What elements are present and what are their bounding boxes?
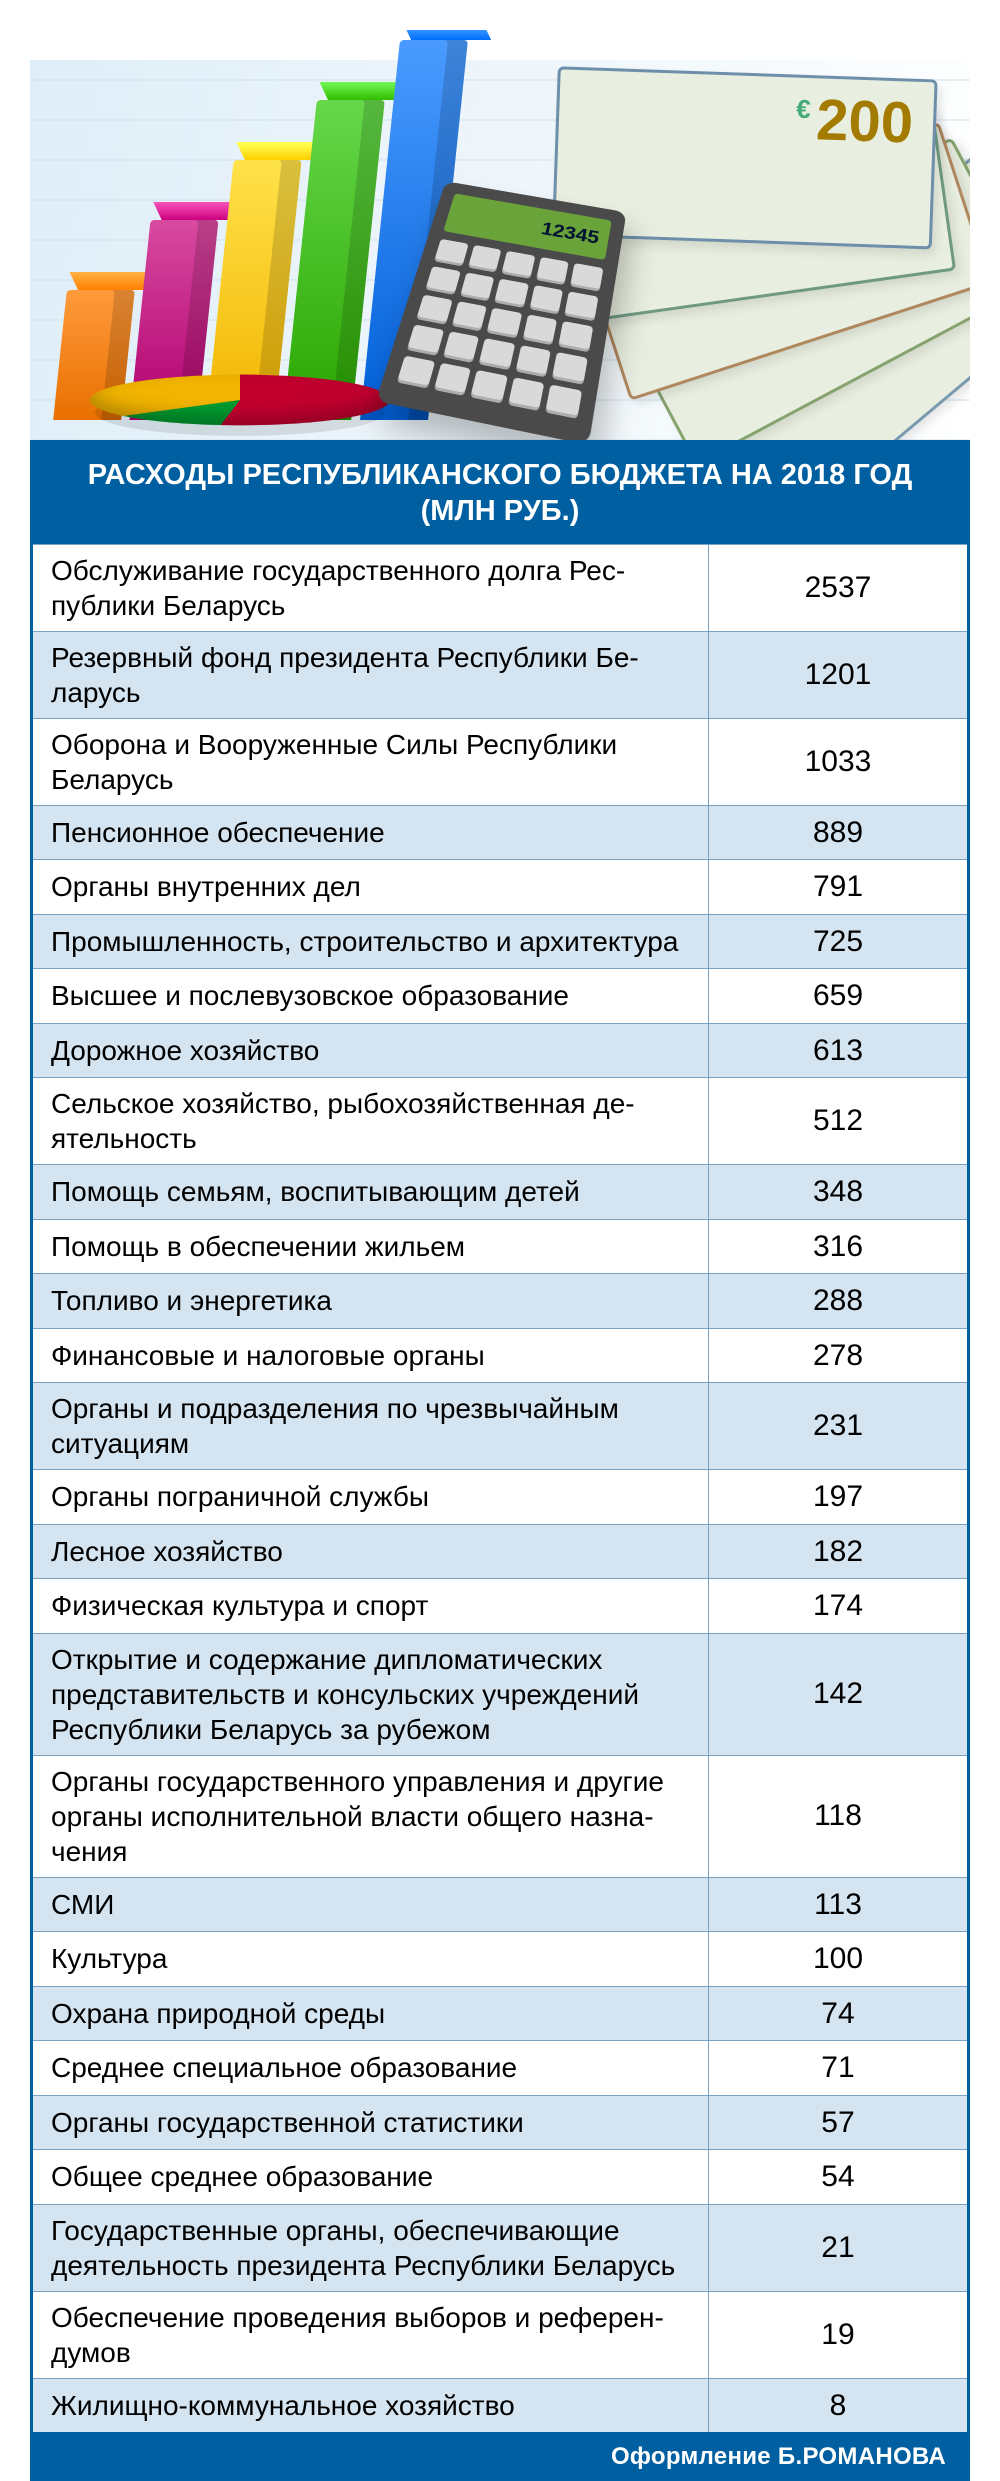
row-value: 231 — [708, 1383, 968, 1470]
table-title-line1: РАСХОДЫ РЕСПУБЛИКАНСКОГО БЮДЖЕТА НА 2018… — [88, 459, 913, 491]
table-row: Среднее специальное образование71 — [32, 2041, 969, 2096]
row-label: Дорожное хозяйство — [32, 1023, 709, 1078]
row-label: Органы и подразделения по чрезвычайным с… — [32, 1383, 709, 1470]
row-label: Органы пограничной службы — [32, 1470, 709, 1525]
row-value: 8 — [708, 2378, 968, 2434]
table-row: Охрана природной среды74 — [32, 1986, 969, 2041]
row-value: 288 — [708, 1274, 968, 1329]
row-value: 1201 — [708, 631, 968, 718]
row-value: 512 — [708, 1078, 968, 1165]
table-row: Органы государственной статистики57 — [32, 2095, 969, 2150]
row-label: Сельское хозяйство, рыбохозяйственная де… — [32, 1078, 709, 1165]
calculator-keys — [397, 239, 604, 419]
row-label: Жилищно-коммунальное хозяйство — [32, 2378, 709, 2434]
row-value: 19 — [708, 2291, 968, 2378]
table-row: Помощь семьям, воспитывающим детей348 — [32, 1165, 969, 1220]
table-title: РАСХОДЫ РЕСПУБЛИКАНСКОГО БЮДЖЕТА НА 2018… — [32, 442, 969, 545]
row-label: Культура — [32, 1932, 709, 1987]
row-value: 278 — [708, 1328, 968, 1383]
table-title-line2: (МЛН РУБ.) — [421, 495, 580, 527]
row-label: Общее среднее образование — [32, 2150, 709, 2205]
row-value: 113 — [708, 1877, 968, 1932]
row-label: Органы внутренних дел — [32, 860, 709, 915]
row-label: Органы государственного управления и дру… — [32, 1755, 709, 1877]
row-label: Топливо и энергетика — [32, 1274, 709, 1329]
row-value: 57 — [708, 2095, 968, 2150]
budget-table: РАСХОДЫ РЕСПУБЛИКАНСКОГО БЮДЖЕТА НА 2018… — [30, 440, 970, 2435]
table-row: Дорожное хозяйство613 — [32, 1023, 969, 1078]
row-value: 348 — [708, 1165, 968, 1220]
row-value: 316 — [708, 1219, 968, 1274]
row-value: 71 — [708, 2041, 968, 2096]
row-label: Лесное хозяйство — [32, 1524, 709, 1579]
infographic-page: €5 €20 €50 €100 €200 12345 — [0, 0, 1000, 2481]
table-row: Резервный фонд президента Республики Бе­… — [32, 631, 969, 718]
row-value: 100 — [708, 1932, 968, 1987]
table-row: Лесное хозяйство182 — [32, 1524, 969, 1579]
row-value: 659 — [708, 969, 968, 1024]
table-row: Сельское хозяйство, рыбохозяйственная де… — [32, 1078, 969, 1165]
table-row: Помощь в обеспечении жильем316 — [32, 1219, 969, 1274]
row-label: Физическая культура и спорт — [32, 1579, 709, 1634]
row-label: Резервный фонд президента Республики Бе­… — [32, 631, 709, 718]
design-credit: Оформление Б.РОМАНОВА — [30, 2435, 970, 2481]
row-value: 725 — [708, 914, 968, 969]
hero-pie-chart-icon — [90, 375, 390, 426]
row-label: Органы государственной статистики — [32, 2095, 709, 2150]
row-value: 791 — [708, 860, 968, 915]
row-value: 182 — [708, 1524, 968, 1579]
row-label: Среднее специальное образование — [32, 2041, 709, 2096]
table-row: Жилищно-коммунальное хозяйство8 — [32, 2378, 969, 2434]
row-value: 174 — [708, 1579, 968, 1634]
row-value: 1033 — [708, 718, 968, 805]
row-label: Помощь семьям, воспитывающим детей — [32, 1165, 709, 1220]
row-value: 21 — [708, 2204, 968, 2291]
row-value: 54 — [708, 2150, 968, 2205]
currency-symbol: € — [796, 94, 812, 125]
row-value: 2537 — [708, 544, 968, 631]
table-row: Обслуживание государственного долга Рес­… — [32, 544, 969, 631]
table-row: Обеспечение проведения выборов и референ… — [32, 2291, 969, 2378]
table-row: Открытие и содержание дипломатических пр… — [32, 1633, 969, 1755]
row-value: 74 — [708, 1986, 968, 2041]
row-label: Обеспечение проведения выборов и референ… — [32, 2291, 709, 2378]
row-label: Оборона и Вооруженные Силы Республики Бе… — [32, 718, 709, 805]
row-label: Обслуживание государственного долга Рес­… — [32, 544, 709, 631]
hero-illustration: €5 €20 €50 €100 €200 12345 — [30, 30, 970, 440]
table-row: Промышленность, строительство и архитект… — [32, 914, 969, 969]
row-label: Открытие и содержание дипломатических пр… — [32, 1633, 709, 1755]
table-row: Культура100 — [32, 1932, 969, 1987]
banknote-value: 200 — [815, 86, 914, 156]
table-row: Пенсионное обеспечение889 — [32, 805, 969, 860]
row-value: 197 — [708, 1470, 968, 1525]
table-row: Физическая культура и спорт174 — [32, 1579, 969, 1634]
table-row: Общее среднее образование54 — [32, 2150, 969, 2205]
table-row: Топливо и энергетика288 — [32, 1274, 969, 1329]
table-row: Оборона и Вооруженные Силы Республики Бе… — [32, 718, 969, 805]
table-row: Государственные органы, обеспечивающие д… — [32, 2204, 969, 2291]
row-label: Государственные органы, обеспечивающие д… — [32, 2204, 709, 2291]
row-label: Охрана природной среды — [32, 1986, 709, 2041]
table-row: Высшее и послевузовское образование659 — [32, 969, 969, 1024]
table-row: СМИ113 — [32, 1877, 969, 1932]
row-value: 118 — [708, 1755, 968, 1877]
row-label: СМИ — [32, 1877, 709, 1932]
row-label: Промышленность, строительство и архитект… — [32, 914, 709, 969]
table-row: Органы пограничной службы197 — [32, 1470, 969, 1525]
table-row: Органы внутренних дел791 — [32, 860, 969, 915]
table-row: Органы государственного управления и дру… — [32, 1755, 969, 1877]
row-value: 142 — [708, 1633, 968, 1755]
row-value: 613 — [708, 1023, 968, 1078]
row-label: Высшее и послевузовское образование — [32, 969, 709, 1024]
table-row: Финансовые и налоговые органы278 — [32, 1328, 969, 1383]
row-label: Пенсионное обеспечение — [32, 805, 709, 860]
row-label: Финансовые и налоговые органы — [32, 1328, 709, 1383]
table-row: Органы и подразделения по чрезвычайным с… — [32, 1383, 969, 1470]
row-value: 889 — [708, 805, 968, 860]
row-label: Помощь в обеспечении жильем — [32, 1219, 709, 1274]
